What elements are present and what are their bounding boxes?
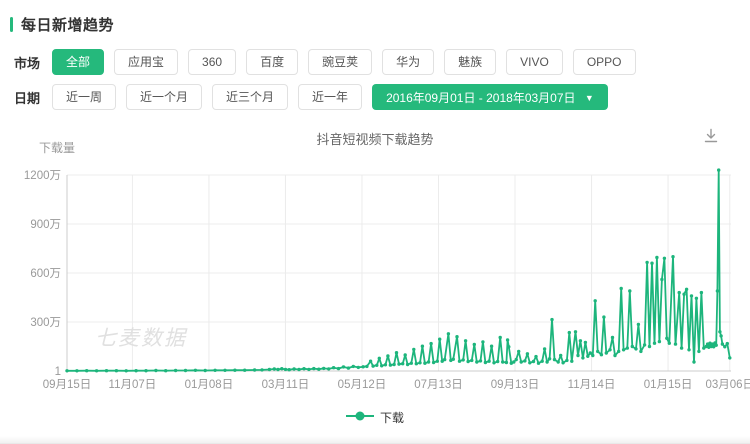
chevron-down-icon: ▼ — [584, 92, 594, 103]
market-option-2[interactable]: 360 — [188, 49, 237, 75]
x-tick-label: 01月15日 — [644, 379, 693, 391]
date-range-button[interactable]: 2016年09月01日 - 2018年03月07日 ▼ — [372, 84, 608, 110]
market-filter-row: 市场 全部 应用宝 360 百度 豌豆荚 华为 魅族 VIVO OPPO — [14, 49, 646, 75]
market-option-5[interactable]: 华为 — [382, 49, 435, 75]
date-filter-row: 日期 近一周 近一个月 近三个月 近一年 2016年09月01日 - 2018年03月… — [14, 84, 608, 110]
market-option-0[interactable]: 全部 — [52, 49, 105, 75]
x-tick-label: 01月08日 — [185, 379, 234, 391]
date-range-text: 2016年09月01日 - 2018年03月07日 — [386, 90, 576, 105]
y-tick-label: 600万 — [30, 268, 61, 280]
legend-label: 下载 — [379, 410, 404, 425]
market-option-6[interactable]: 魅族 — [444, 49, 497, 75]
x-tick-label: 11月14日 — [568, 379, 616, 391]
market-option-7[interactable]: VIVO — [506, 49, 563, 75]
chart-title: 抖音短视频下载趋势 — [316, 132, 434, 147]
date-filter-label: 日期 — [14, 90, 41, 106]
market-option-1[interactable]: 应用宝 — [114, 49, 179, 75]
market-option-3[interactable]: 百度 — [246, 49, 299, 75]
x-tick-label: 11月07日 — [109, 379, 157, 391]
date-option-1[interactable]: 近一个月 — [126, 84, 203, 110]
page-title: 每日新增趋势 — [21, 17, 115, 34]
y-tick-label: 300万 — [30, 317, 61, 329]
market-filter-label: 市场 — [14, 55, 41, 71]
date-option-3[interactable]: 近一年 — [298, 84, 363, 110]
x-tick-label: 05月12日 — [338, 379, 387, 391]
chart-header: 抖音短视频下载趋势 — [0, 129, 750, 149]
legend-line-dot-icon — [345, 408, 374, 426]
chart-legend[interactable]: 下载 — [0, 408, 750, 426]
market-option-8[interactable]: OPPO — [572, 49, 636, 75]
y-tick-label: 900万 — [30, 219, 61, 231]
date-option-0[interactable]: 近一周 — [52, 84, 117, 110]
panel-header: 每日新增趋势 — [10, 14, 114, 35]
bottom-strip — [0, 436, 750, 444]
x-tick-label: 07月13日 — [414, 379, 463, 391]
chart-canvas: 下载量 1 300万 600万 900万 1200万 09月15日 11月07日 01月08日 0… — [24, 141, 750, 391]
x-tick-label: 09月13日 — [491, 379, 540, 391]
market-option-4[interactable]: 豌豆荚 — [308, 49, 373, 75]
x-tick-label: 03月11日 — [262, 379, 310, 391]
title-accent-bar — [10, 17, 13, 32]
watermark: 七麦数据 — [95, 327, 188, 350]
x-tick-label: 03月06日 — [705, 379, 750, 391]
date-button-group: 近一周 近一个月 近三个月 近一年 — [52, 84, 372, 110]
y-axis-title: 下载量 — [39, 141, 75, 155]
y-tick-label: 1 — [55, 366, 61, 378]
download-icon[interactable] — [702, 127, 720, 145]
download-trend-chart: 下载量 1 300万 600万 900万 1200万 09月15日 11月07日 01月08日 0… — [0, 138, 750, 396]
market-button-group: 全部 应用宝 360 百度 豌豆荚 华为 魅族 VIVO OPPO — [52, 49, 646, 75]
date-option-2[interactable]: 近三个月 — [212, 84, 289, 110]
x-tick-label: 09月15日 — [43, 379, 92, 391]
y-tick-label: 1200万 — [24, 170, 61, 182]
